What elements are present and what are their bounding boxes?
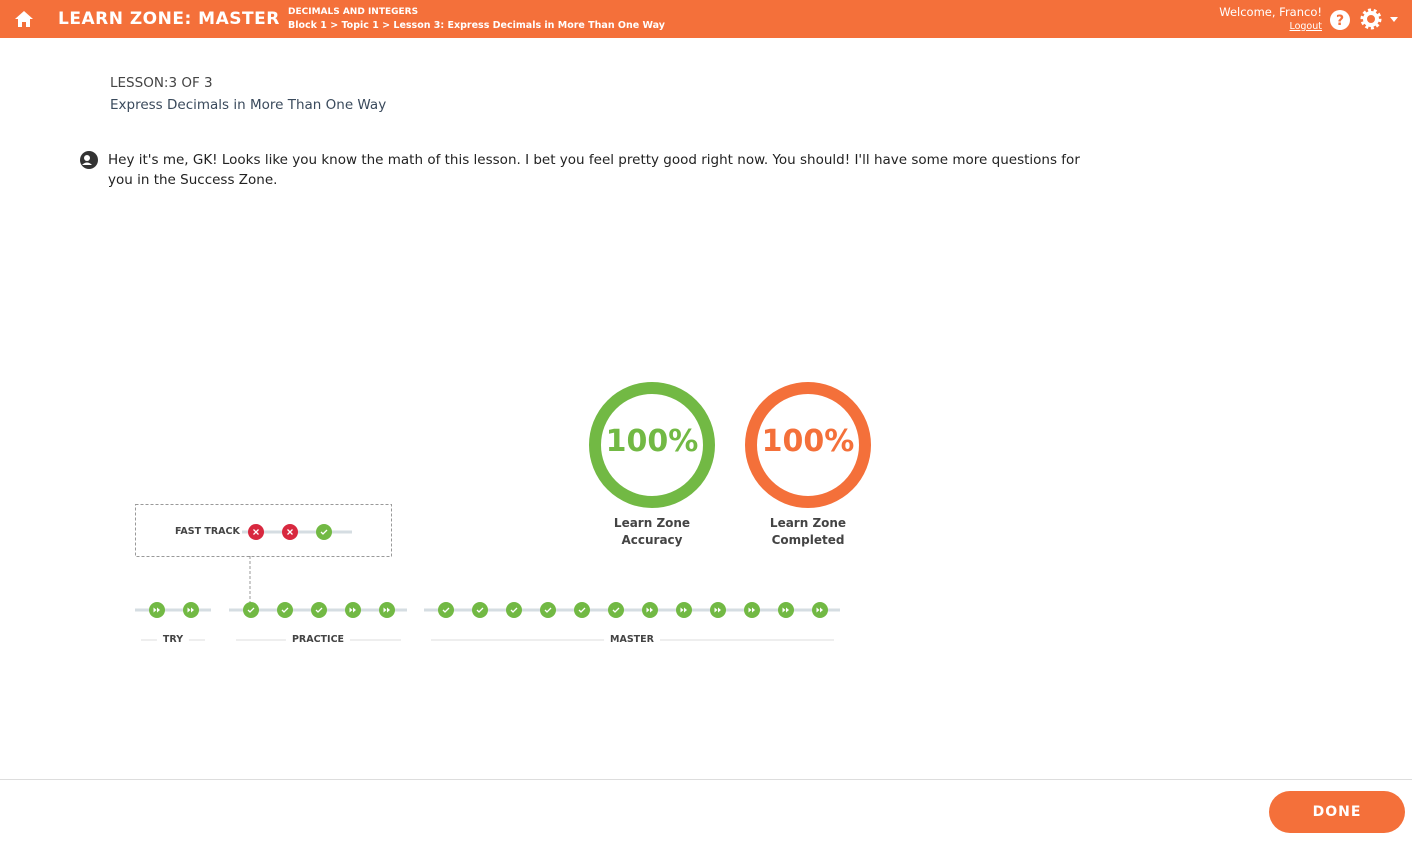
check-icon — [476, 607, 484, 613]
step-check — [574, 602, 590, 618]
skip-icon — [349, 607, 356, 613]
step-dot — [540, 602, 556, 618]
skip-icon — [748, 607, 755, 613]
check-icon — [612, 607, 620, 613]
step-skip — [676, 602, 692, 618]
step-skip — [744, 602, 760, 618]
completed-label: Learn Zone Completed — [769, 516, 847, 547]
settings-icon[interactable] — [1360, 8, 1402, 30]
skip-icon — [782, 607, 789, 613]
skip-icon — [680, 607, 687, 613]
check-icon — [442, 607, 450, 613]
check-icon — [578, 607, 586, 613]
check-icon — [247, 607, 255, 613]
step-dot — [316, 524, 332, 540]
step-check — [243, 602, 259, 618]
skip-icon — [714, 607, 721, 613]
step-check — [608, 602, 624, 618]
step-check — [316, 524, 332, 540]
section-label: PRACTICE — [285, 634, 351, 645]
svg-text:?: ? — [1336, 13, 1344, 29]
step-dot — [243, 602, 259, 618]
step-wrong — [248, 524, 264, 540]
help-icon[interactable]: ? — [1329, 9, 1351, 31]
skip-icon — [187, 607, 194, 613]
progress-diagram — [135, 382, 871, 641]
lesson-counter: LESSON:3 OF 3 — [110, 75, 213, 91]
step-check — [472, 602, 488, 618]
step-skip — [778, 602, 794, 618]
skip-icon — [816, 607, 823, 613]
step-check — [540, 602, 556, 618]
header: LEARN ZONE: MASTER DECIMALS AND INTEGERS… — [0, 0, 1412, 38]
step-dot — [277, 602, 293, 618]
skip-icon — [383, 607, 390, 613]
done-button[interactable]: DONE — [1269, 791, 1405, 833]
header-title: LEARN ZONE: MASTER — [58, 9, 280, 29]
check-icon — [320, 529, 328, 535]
fast-track-box — [135, 504, 392, 557]
section-label: TRY — [156, 634, 190, 645]
step-skip — [379, 602, 395, 618]
step-check — [506, 602, 522, 618]
check-icon — [281, 607, 289, 613]
step-check — [311, 602, 327, 618]
x-icon — [253, 529, 259, 535]
fast-track-label: FAST TRACK — [175, 526, 240, 537]
tutor-message: Hey it's me, GK! Looks like you know the… — [108, 152, 1080, 188]
step-skip — [710, 602, 726, 618]
step-check — [438, 602, 454, 618]
avatar-icon[interactable] — [79, 150, 99, 170]
skip-icon — [646, 607, 653, 613]
check-icon — [510, 607, 518, 613]
step-check — [277, 602, 293, 618]
footer-divider — [0, 779, 1412, 780]
step-dot — [438, 602, 454, 618]
step-skip — [642, 602, 658, 618]
section-name: DECIMALS AND INTEGERS — [288, 7, 419, 17]
section-label: MASTER — [604, 634, 660, 645]
step-skip — [183, 602, 199, 618]
check-icon — [544, 607, 552, 613]
completed-value: 100% — [761, 424, 855, 459]
step-skip — [345, 602, 361, 618]
x-icon — [287, 529, 293, 535]
step-dot — [506, 602, 522, 618]
step-skip — [149, 602, 165, 618]
breadcrumb[interactable]: Block 1 > Topic 1 > Lesson 3: Express De… — [288, 20, 665, 31]
welcome-text: Welcome, Franco! — [1219, 5, 1322, 19]
step-skip — [812, 602, 828, 618]
home-icon[interactable] — [14, 10, 34, 28]
step-dot — [574, 602, 590, 618]
skip-icon — [153, 607, 160, 613]
step-dot — [311, 602, 327, 618]
step-wrong — [282, 524, 298, 540]
check-icon — [315, 607, 323, 613]
step-dot — [608, 602, 624, 618]
logout-link[interactable]: Logout — [1289, 21, 1322, 32]
step-dot — [472, 602, 488, 618]
accuracy-value: 100% — [605, 424, 699, 459]
accuracy-label: Learn Zone Accuracy — [613, 516, 691, 547]
completed-ring — [745, 382, 871, 508]
lesson-title: Express Decimals in More Than One Way — [110, 97, 387, 113]
accuracy-ring — [589, 382, 715, 508]
